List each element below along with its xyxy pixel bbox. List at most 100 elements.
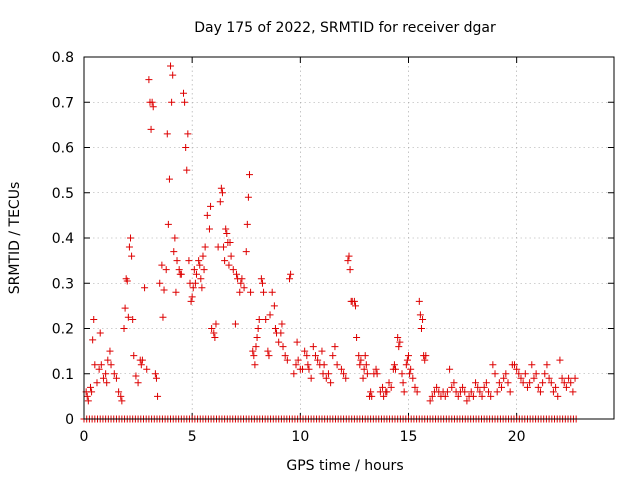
data-point [367, 388, 375, 396]
data-point [534, 383, 542, 391]
data-point [521, 370, 529, 378]
data-point [498, 383, 506, 391]
data-point [137, 361, 145, 369]
data-point [182, 144, 190, 151]
data-point [399, 379, 407, 387]
data-point [172, 288, 180, 296]
data-point [422, 352, 430, 360]
data-point [212, 320, 220, 328]
data-point [478, 392, 486, 400]
data-point [200, 266, 208, 274]
data-point [236, 288, 244, 296]
data-point [183, 166, 191, 174]
x-axis-label: GPS time / hours [286, 458, 403, 474]
data-point [173, 257, 181, 265]
data-point [495, 379, 503, 387]
data-point [220, 243, 228, 251]
data-point [380, 392, 388, 400]
data-point [421, 356, 429, 364]
data-point [543, 361, 551, 369]
data-point [143, 365, 151, 373]
data-point [175, 266, 183, 274]
data-point [191, 279, 199, 287]
data-point [210, 329, 218, 337]
x-tick-label: 0 [80, 429, 89, 445]
data-point [110, 370, 118, 378]
data-point [117, 392, 125, 400]
data-point [245, 171, 253, 179]
data-point [211, 334, 219, 342]
data-point [223, 229, 231, 237]
data-point [363, 370, 371, 378]
data-point [318, 347, 326, 355]
data-point [342, 374, 350, 382]
data-point [254, 325, 262, 332]
data-point [467, 388, 475, 396]
data-point [552, 383, 560, 391]
data-point [294, 356, 302, 364]
data-point [517, 374, 525, 382]
chart-title: Day 175 of 2022, SRMTID for receiver dga… [194, 20, 496, 36]
data-point [121, 304, 129, 312]
data-point [329, 352, 337, 360]
data-point [373, 370, 381, 378]
data-point [359, 374, 367, 382]
data-point [413, 388, 421, 396]
data-point [205, 225, 213, 233]
data-point [177, 270, 185, 278]
data-point [156, 279, 164, 287]
data-point [416, 311, 424, 319]
data-point [249, 347, 257, 355]
data-point [89, 336, 97, 344]
data-point [243, 220, 251, 228]
data-point [565, 374, 573, 382]
data-point [292, 361, 300, 369]
data-point [372, 365, 380, 373]
data-point [208, 325, 216, 332]
x-tick-label: 15 [400, 429, 418, 445]
data-point [88, 388, 96, 396]
data-point [487, 392, 495, 400]
data-point [127, 234, 135, 242]
data-point [474, 383, 482, 391]
data-point [253, 334, 261, 342]
data-point [281, 352, 289, 360]
data-point [523, 383, 531, 391]
data-point [255, 315, 263, 323]
data-point [264, 347, 272, 355]
data-point [303, 352, 311, 360]
data-point [165, 175, 173, 183]
data-point [266, 311, 274, 319]
data-point [502, 370, 510, 378]
data-point [244, 193, 252, 201]
y-tick-label: 0.8 [52, 50, 74, 66]
data-point [229, 266, 237, 274]
data-point [115, 388, 123, 396]
data-point [97, 361, 105, 369]
plot-frame [83, 56, 615, 420]
data-point [560, 379, 568, 387]
data-point [441, 392, 449, 400]
data-point [180, 89, 188, 97]
data-point [238, 275, 246, 283]
data-point [433, 383, 441, 391]
data-point [567, 379, 575, 387]
y-tick-label: 0.5 [52, 186, 74, 202]
data-point [83, 392, 91, 400]
data-point [419, 315, 427, 323]
data-point [227, 252, 235, 260]
data-point [128, 252, 136, 260]
data-point [240, 284, 248, 292]
x-tick-label: 20 [508, 429, 526, 445]
data-point [403, 356, 411, 364]
data-point [258, 279, 266, 287]
data-point [275, 338, 283, 346]
data-point [469, 392, 477, 400]
data-point [158, 261, 166, 269]
data-point [197, 275, 205, 283]
data-point [519, 379, 527, 387]
data-point [541, 370, 549, 378]
data-point [103, 379, 111, 387]
data-point [545, 374, 553, 382]
data-point [385, 379, 393, 387]
